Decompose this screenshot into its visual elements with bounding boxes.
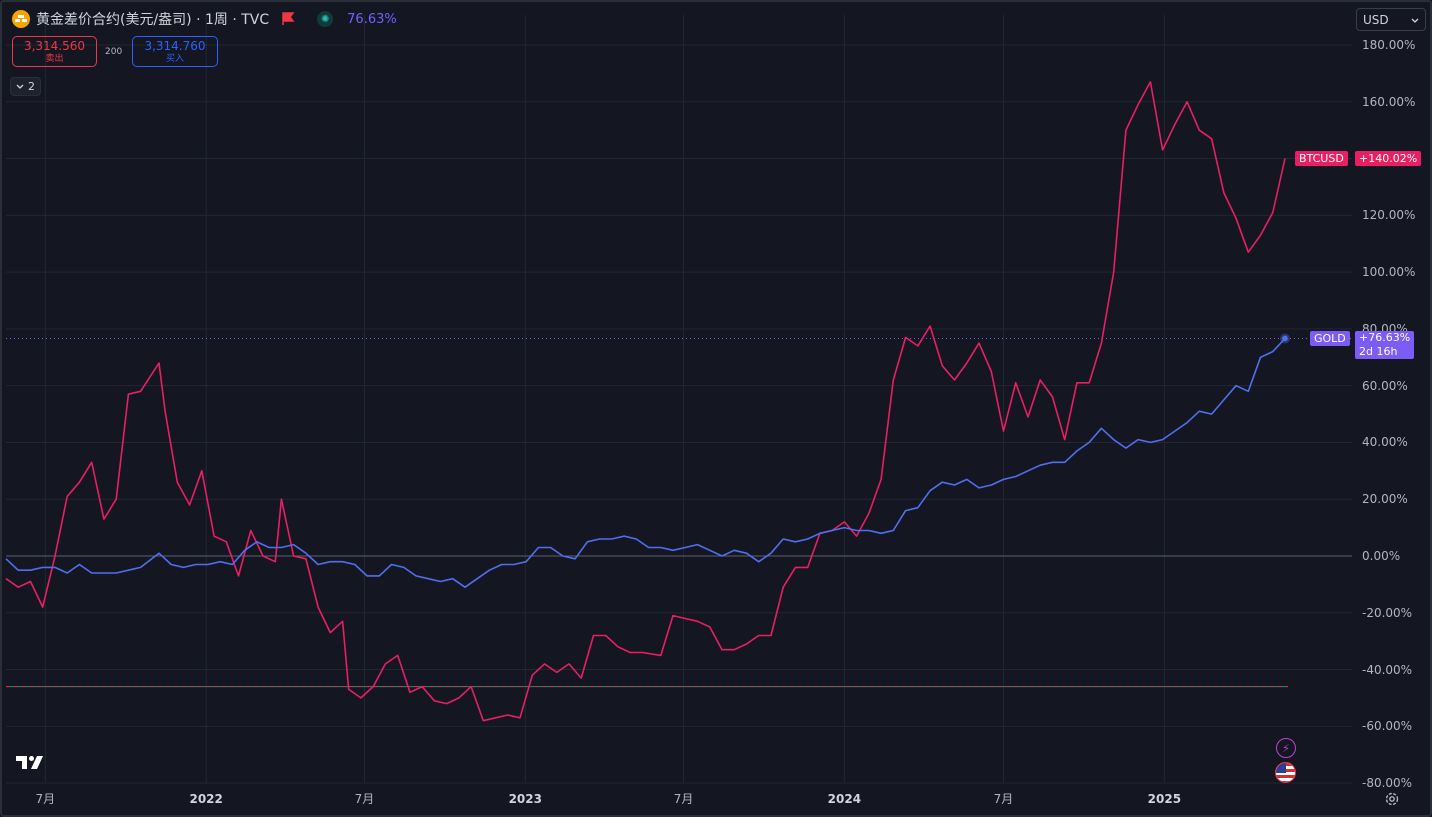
gold-series-label: GOLD <box>1310 331 1350 346</box>
tradingview-logo[interactable] <box>16 754 46 775</box>
y-tick-label: 180.00% <box>1362 38 1416 52</box>
y-tick-label: 160.00% <box>1362 94 1416 109</box>
y-tick-label: 60.00% <box>1362 378 1408 393</box>
gold-value-label: +76.63% 2d 16h <box>1355 331 1415 359</box>
y-tick-label: 20.00% <box>1362 492 1408 507</box>
buy-price: 3,314.760 <box>144 39 206 53</box>
chevron-down-icon <box>1411 13 1419 27</box>
gold-value: +76.63% <box>1359 331 1411 344</box>
collapse-button[interactable]: 2 <box>10 77 41 96</box>
y-tick-label: -80.00% <box>1362 776 1413 791</box>
x-tick-label: 2022 <box>189 792 223 806</box>
spread-value: 200 <box>105 47 123 57</box>
indicator-icon[interactable]: ✺ <box>317 11 334 27</box>
x-tick-label: 7月 <box>354 792 375 806</box>
gold-logo-icon <box>12 10 30 28</box>
sell-price: 3,314.560 <box>23 39 86 53</box>
series-line-gold <box>5 337 1286 588</box>
buy-button[interactable]: 3,314.760 买入 <box>132 36 218 67</box>
symbol-title[interactable]: 黄金差价合约(美元/盎司) · 1周 · TVC <box>36 12 270 28</box>
btc-value-label: +140.02% <box>1355 151 1422 166</box>
gold-countdown: 2d 16h <box>1359 345 1398 358</box>
x-tick-label: 2024 <box>827 792 862 806</box>
y-tick-label: 120.00% <box>1362 208 1416 223</box>
y-tick-label: 0.00% <box>1362 549 1401 563</box>
sell-button[interactable]: 3,314.560 卖出 <box>12 36 97 67</box>
header-percent: 76.63% <box>347 11 397 27</box>
sell-label: 卖出 <box>45 54 64 64</box>
x-tick-label: 7月 <box>673 792 694 806</box>
settings-icon[interactable] <box>1384 791 1400 807</box>
lightning-icon[interactable]: ⚡ <box>1276 738 1296 758</box>
y-tick-label: -60.00% <box>1362 719 1413 734</box>
x-tick-label: 2025 <box>1147 792 1182 806</box>
btc-series-label: BTCUSD <box>1295 151 1348 166</box>
buy-label: 买入 <box>165 54 184 64</box>
gold-last-point <box>1282 335 1288 342</box>
chart-header: 黄金差价合约(美元/盎司) · 1周 · TVC ✺ 76.63% <box>12 9 397 29</box>
collapse-count: 2 <box>28 80 35 93</box>
y-tick-label: -40.00% <box>1362 662 1413 677</box>
currency-value: USD <box>1363 12 1389 27</box>
series-line-btcusd <box>5 81 1286 722</box>
y-tick-label: -20.00% <box>1362 605 1413 620</box>
y-tick-label: 40.00% <box>1362 435 1408 450</box>
x-tick-label: 7月 <box>993 792 1014 806</box>
chevron-down-icon <box>16 80 24 93</box>
y-tick-label: 100.00% <box>1362 265 1416 280</box>
x-tick-label: 7月 <box>35 792 56 806</box>
us-flag-icon[interactable] <box>1275 762 1296 783</box>
x-tick-label: 2023 <box>508 792 542 806</box>
flag-icon[interactable] <box>281 12 295 26</box>
currency-select[interactable]: USD <box>1356 8 1426 31</box>
